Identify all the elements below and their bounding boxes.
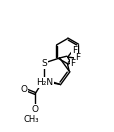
Text: F: F	[70, 59, 75, 68]
Text: S: S	[41, 59, 47, 68]
Text: O: O	[31, 105, 38, 114]
Text: F: F	[74, 53, 79, 62]
Text: O: O	[21, 85, 27, 94]
Text: F: F	[71, 46, 76, 55]
Text: H₂N: H₂N	[36, 78, 53, 87]
Text: CH₃: CH₃	[23, 115, 38, 124]
